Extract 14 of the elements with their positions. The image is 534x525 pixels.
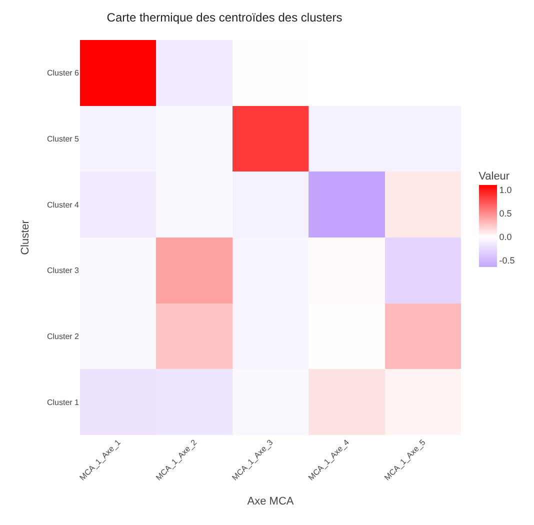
color-bar-title: Valeur bbox=[478, 170, 510, 182]
y-tick-label: Cluster 2 bbox=[46, 332, 80, 342]
y-tick-label: Cluster 1 bbox=[46, 398, 80, 407]
color-bar-label: 1.0 bbox=[499, 185, 512, 196]
x-axis-title: Axe MCA bbox=[247, 495, 294, 508]
y-tick-label: Cluster 3 bbox=[46, 266, 80, 276]
color-bar-label: 0.0 bbox=[499, 232, 512, 242]
chart-title: Carte thermique des centroïdes des clusters bbox=[106, 10, 342, 25]
color-bar-label: -0.5 bbox=[499, 255, 515, 266]
y-tick-label: Cluster 4 bbox=[46, 200, 80, 210]
y-tick-label: Cluster 5 bbox=[46, 134, 80, 144]
y-tick-label: Cluster 6 bbox=[46, 68, 80, 78]
color-bar-label: 0.5 bbox=[499, 208, 512, 219]
y-axis-title: Cluster bbox=[20, 220, 32, 255]
